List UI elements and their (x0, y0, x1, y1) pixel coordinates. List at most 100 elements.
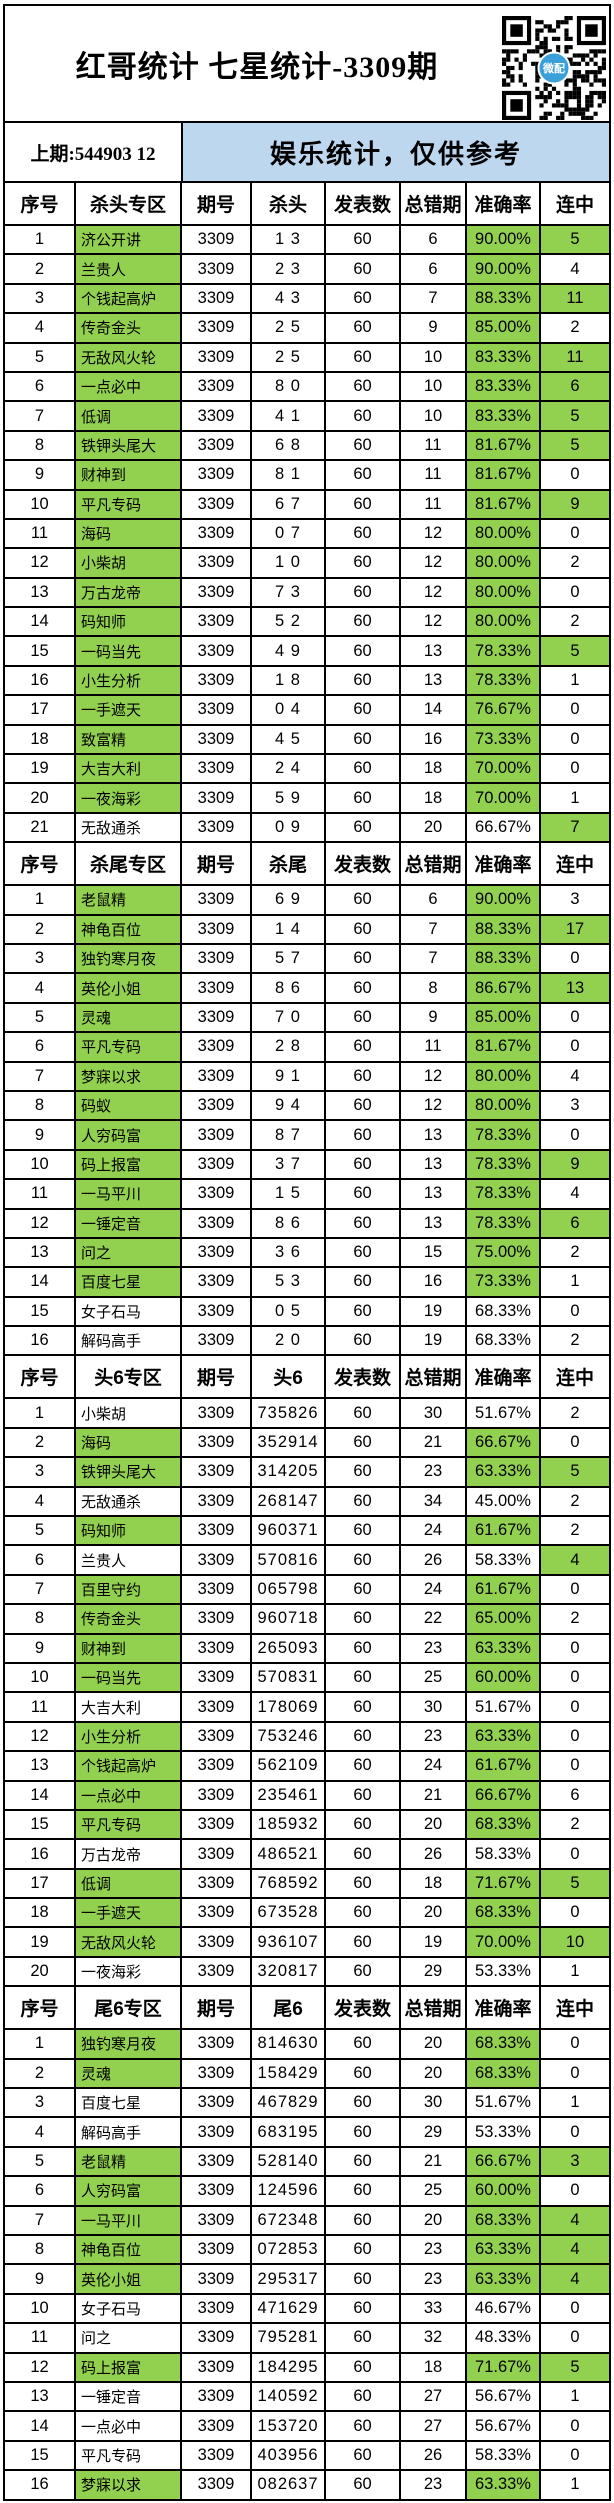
table-row: 15 平凡专码 3309 185932 60 20 68.33% 2 (5, 1810, 611, 1841)
cell-name: 解码高手 (76, 1327, 182, 1357)
cell-seq: 11 (5, 519, 76, 550)
cell-published: 60 (326, 490, 401, 520)
cell-errors: 12 (401, 1062, 467, 1092)
cell-name: 一锤定音 (76, 2382, 182, 2413)
cell-value: 2 5 (252, 343, 326, 373)
cell-name: 一手遮天 (76, 696, 182, 726)
cell-name: 兰贵人 (76, 1546, 182, 1576)
cell-accuracy: 80.00% (467, 1091, 541, 1122)
column-header: 期号 (182, 1356, 252, 1400)
cell-errors: 19 (401, 1327, 467, 1357)
cell-value: 471629 (252, 2294, 326, 2325)
cell-published: 60 (326, 666, 401, 697)
cell-seq: 6 (5, 2177, 76, 2207)
cell-errors: 11 (401, 461, 467, 491)
cell-errors: 13 (401, 1150, 467, 1181)
cell-seq: 12 (5, 1722, 76, 1753)
cell-seq: 13 (5, 2382, 76, 2413)
table-row: 18 一手遮天 3309 673528 60 20 68.33% 0 (5, 1899, 611, 1929)
cell-period: 3309 (182, 461, 252, 491)
cell-seq: 16 (5, 1840, 76, 1870)
cell-period: 3309 (182, 1575, 252, 1606)
cell-accuracy: 61.67% (467, 1575, 541, 1606)
cell-value: 4 9 (252, 637, 326, 667)
cell-errors: 30 (401, 1693, 467, 1723)
cell-streak: 0 (541, 2030, 611, 2060)
cell-streak: 4 (541, 1546, 611, 1576)
cell-value: 795281 (252, 2324, 326, 2354)
cell-published: 60 (326, 944, 401, 975)
table-row: 3 百度七星 3309 467829 60 30 51.67% 1 (5, 2089, 611, 2119)
cell-accuracy: 68.33% (467, 2059, 541, 2090)
cell-period: 3309 (182, 578, 252, 609)
cell-value: 8 6 (252, 1209, 326, 1239)
cell-name: 个钱起高炉 (76, 1752, 182, 1782)
cell-seq: 15 (5, 1297, 76, 1328)
cell-published: 60 (326, 2324, 401, 2354)
cell-seq: 11 (5, 1180, 76, 1210)
cell-name: 一点必中 (76, 2412, 182, 2442)
cell-period: 3309 (182, 725, 252, 756)
cell-errors: 15 (401, 1238, 467, 1269)
cell-published: 60 (326, 1399, 401, 1429)
cell-streak: 2 (541, 608, 611, 638)
cell-accuracy: 80.00% (467, 608, 541, 638)
cell-period: 3309 (182, 1428, 252, 1459)
table-row: 3 铁钾头尾大 3309 314205 60 23 63.33% 5 (5, 1458, 611, 1488)
cell-published: 60 (326, 1209, 401, 1239)
notice-text: 娱乐统计，仅供参考 (269, 139, 522, 169)
cell-streak: 2 (541, 1238, 611, 1269)
table-row: 7 低调 3309 4 1 60 10 83.33% 5 (5, 402, 611, 432)
cell-period: 3309 (182, 1957, 252, 1988)
cell-published: 60 (326, 2118, 401, 2148)
cell-seq: 4 (5, 2118, 76, 2148)
column-header: 连中 (541, 1987, 611, 2031)
cell-accuracy: 63.33% (467, 2265, 541, 2295)
cell-accuracy: 66.67% (467, 813, 541, 844)
cell-value: 9 4 (252, 1091, 326, 1122)
cell-streak: 9 (541, 1150, 611, 1181)
cell-period: 3309 (182, 1268, 252, 1298)
table-row: 21 无敌通杀 3309 0 9 60 20 66.67% 7 (5, 813, 611, 844)
cell-value: 3 7 (252, 1150, 326, 1181)
column-header: 总错期 (401, 1356, 467, 1400)
cell-published: 60 (326, 284, 401, 315)
cell-streak: 5 (541, 1869, 611, 1900)
cell-period: 3309 (182, 974, 252, 1004)
cell-errors: 18 (401, 1869, 467, 1900)
cell-value: 0 4 (252, 696, 326, 726)
cell-value: 6 9 (252, 886, 326, 916)
cell-published: 60 (326, 1634, 401, 1664)
cell-errors: 16 (401, 725, 467, 756)
cell-period: 3309 (182, 431, 252, 462)
last-period-label: 上期:544903 12 (5, 123, 183, 181)
cell-accuracy: 85.00% (467, 314, 541, 344)
cell-accuracy: 83.33% (467, 402, 541, 432)
cell-accuracy: 63.33% (467, 2471, 541, 2501)
cell-errors: 23 (401, 1458, 467, 1488)
cell-name: 小生分析 (76, 666, 182, 697)
column-header: 总错期 (401, 183, 467, 226)
cell-name: 一夜海彩 (76, 784, 182, 814)
cell-accuracy: 86.67% (467, 974, 541, 1004)
table-row: 11 海码 3309 0 7 60 12 80.00% 0 (5, 519, 611, 550)
cell-streak: 0 (541, 519, 611, 550)
cell-period: 3309 (182, 284, 252, 315)
cell-published: 60 (326, 2412, 401, 2442)
cell-streak: 3 (541, 1091, 611, 1122)
cell-seq: 11 (5, 2324, 76, 2354)
cell-seq: 13 (5, 1238, 76, 1269)
cell-streak: 5 (541, 1458, 611, 1488)
cell-errors: 13 (401, 1180, 467, 1210)
table-row: 11 大吉大利 3309 178069 60 30 51.67% 0 (5, 1693, 611, 1723)
cell-seq: 3 (5, 2089, 76, 2119)
cell-errors: 19 (401, 1928, 467, 1958)
cell-period: 3309 (182, 2353, 252, 2383)
cell-name: 财神到 (76, 461, 182, 491)
cell-accuracy: 81.67% (467, 490, 541, 520)
stats-table-kill-tail: 序号 杀尾专区 期号 杀尾 发表数 总错期 准确率 连中 1 老鼠精 3309 6 9 60 6 90.00… (5, 843, 611, 1357)
cell-accuracy: 75.00% (467, 1238, 541, 1269)
cell-streak: 3 (541, 886, 611, 916)
cell-period: 3309 (182, 2236, 252, 2266)
